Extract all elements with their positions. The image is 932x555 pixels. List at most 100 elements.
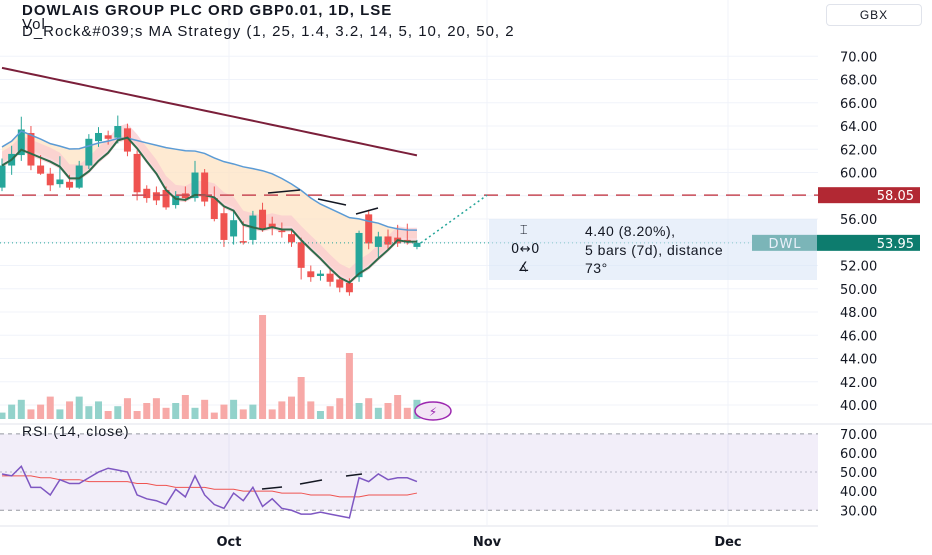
volume-bar (143, 403, 151, 419)
slow-ma-line (1, 66, 418, 157)
chart-title: DOWLAIS GROUP PLC ORD GBP0.01, 1D, LSE (22, 2, 393, 19)
volume-bar (75, 396, 83, 419)
last-price-tag: 53.95 (877, 237, 914, 252)
candle-body (75, 165, 83, 188)
price-range-icon: ⌶ (519, 223, 529, 238)
candle-body (17, 129, 25, 156)
volume-bar (85, 406, 93, 419)
measure-box: ⌶ 4.40 (8.20%), 0↔0 5 bars (7d), distanc… (489, 219, 817, 280)
price-tick-label: 68.00 (840, 74, 877, 89)
candle-body (230, 220, 238, 237)
candle-body (239, 241, 247, 243)
drawing-dash (317, 198, 347, 206)
candle-body (37, 165, 45, 174)
volume-bar (210, 412, 218, 419)
candle-body (152, 192, 160, 201)
lightning-icon: ⚡ (429, 405, 437, 419)
candle-body (220, 213, 228, 240)
candle-body (104, 135, 112, 139)
drawing-dash (267, 189, 301, 194)
rsi-tick-label: 30.00 (840, 504, 877, 519)
candle-body (384, 236, 392, 245)
target-price-tag: 58.05 (877, 189, 914, 204)
bars-range-icon: 0↔0 (511, 242, 540, 257)
price-tick-label: 66.00 (840, 97, 877, 112)
rsi-label: RSI (14, close) (22, 423, 130, 439)
last-price-tag-bg (818, 234, 920, 251)
candle-body (143, 188, 151, 199)
candle-body (172, 195, 180, 206)
volume-indicator-label[interactable]: Vol (22, 16, 46, 33)
candle-body (268, 223, 276, 229)
candle-body (56, 179, 64, 185)
price-tick-label: 64.00 (840, 120, 877, 135)
volume-bar (152, 398, 160, 419)
volume-bar (336, 398, 344, 419)
candle-body (123, 128, 131, 152)
volume-bar (133, 411, 141, 419)
volume-bar (104, 411, 112, 419)
measure-change: 4.40 (8.20%), (585, 223, 676, 239)
measure-span: 5 bars (7d), distance (585, 242, 724, 258)
volume-bar (46, 396, 54, 419)
rsi-drawing-dash (299, 479, 323, 485)
candle-body (133, 153, 141, 193)
volume-bar (249, 404, 257, 419)
rsi-tick-label: 40.00 (840, 485, 877, 500)
volume-bar (191, 407, 199, 419)
candle-body (0, 165, 6, 188)
rsi-ma-line (2, 475, 418, 498)
fast-ma-band (2, 123, 417, 285)
volume-bar (288, 396, 295, 419)
volume-bar (27, 409, 35, 419)
candle-body (162, 189, 170, 208)
price-tick-label: 48.00 (840, 306, 877, 321)
strategy-label[interactable]: D_Rock&#039;s MA Strategy (1, 25, 1.4, 3… (22, 23, 515, 40)
candle-body (355, 232, 363, 278)
candle-body (326, 273, 334, 282)
projection-line (420, 194, 488, 244)
candle-body (259, 209, 267, 230)
candle-body (95, 132, 102, 142)
time-tick-label: Dec (714, 535, 741, 550)
volume-bar (95, 401, 102, 419)
volume-bar (345, 353, 353, 419)
volume-bar (384, 403, 392, 419)
volume-bar (259, 315, 267, 419)
candle-body (403, 239, 411, 242)
mid-ma-line (1, 130, 417, 231)
volume-bar (230, 399, 238, 419)
candle-body (413, 242, 421, 247)
candle-body (46, 173, 54, 186)
candle-body (210, 198, 218, 220)
candle-body (288, 234, 295, 243)
candle-body (336, 279, 344, 288)
rsi-tick-label: 70.00 (840, 428, 877, 443)
candle-body (66, 181, 74, 188)
volume-bar (17, 399, 25, 419)
volume-bar (37, 404, 45, 419)
volume-bar (123, 398, 131, 419)
price-tick-label: 46.00 (840, 329, 877, 344)
rsi-tick-label: 60.00 (840, 447, 877, 462)
candle-body (316, 273, 324, 276)
angle-icon: ∡ (517, 260, 531, 275)
rsi-drawing-dash (345, 473, 363, 477)
drawing-dash (355, 207, 379, 215)
candle-body (201, 172, 209, 202)
currency-button[interactable]: GBX (826, 4, 922, 26)
rsi-tick-label: 50.00 (840, 466, 877, 481)
volume-bar (365, 398, 373, 419)
price-tick-label: 44.00 (840, 353, 877, 368)
volume-bar (66, 401, 74, 419)
volume-bar (220, 404, 228, 419)
volume-bar (162, 407, 170, 419)
target-price-tag-bg (818, 187, 920, 204)
volume-bar (278, 401, 286, 419)
volume-bar (0, 412, 6, 419)
candle-body (85, 138, 93, 166)
volume-bar (374, 407, 382, 419)
volume-bar (316, 411, 324, 419)
price-tick-label: 62.00 (840, 143, 877, 158)
volume-bar (114, 406, 122, 419)
